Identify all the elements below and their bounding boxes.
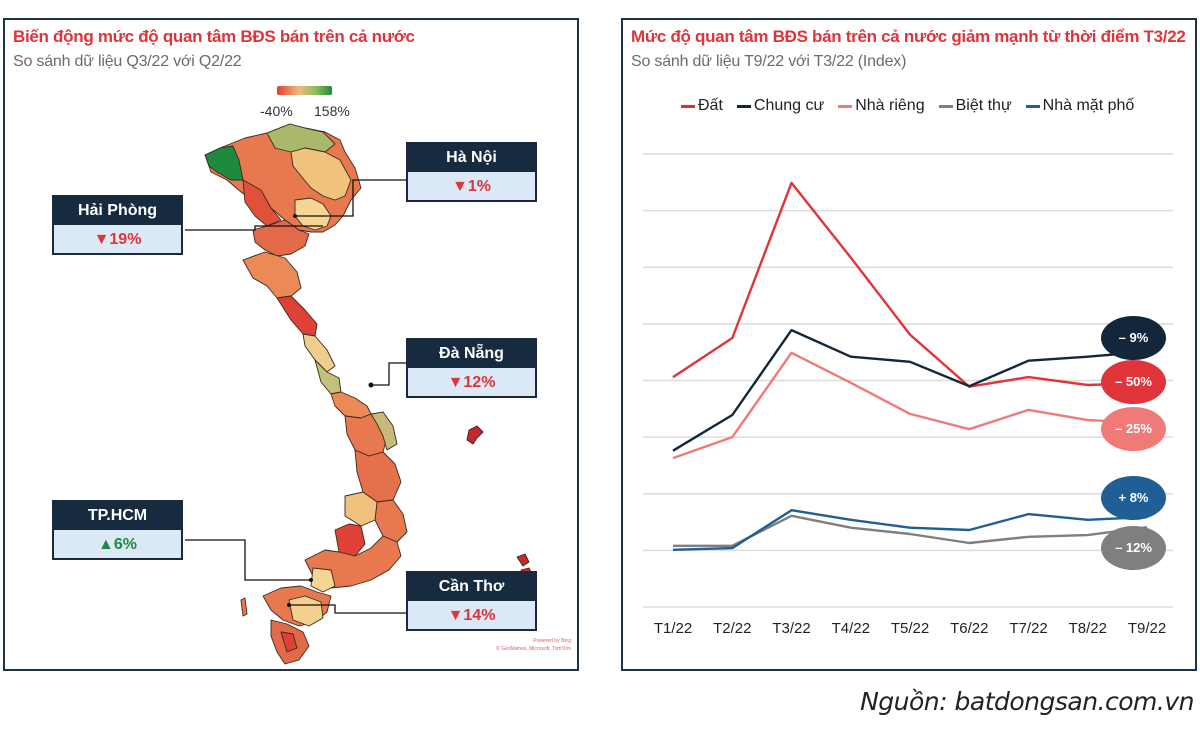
x-tick-label: T9/22 — [1127, 620, 1167, 637]
legend-swatch — [736, 104, 751, 108]
legend-item-nhamatpho: Nhà mặt phố — [1025, 97, 1135, 115]
x-tick-label: T2/22 — [713, 620, 752, 637]
legend-swatch — [681, 104, 695, 108]
x-tick-label: T7/22 — [1009, 620, 1048, 637]
map-region-mekong-light — [288, 595, 324, 627]
series-line-4 — [672, 509, 1148, 551]
end-label-bubble: – 50% — [1101, 360, 1166, 404]
legend-label: Nhà mặt phố — [1042, 97, 1135, 114]
color-scale-bar — [277, 86, 332, 95]
x-tick-label: T4/22 — [831, 620, 870, 637]
chart-subtitle: So sánh dữ liệu T9/22 với T3/22 (Index) — [631, 53, 907, 70]
scale-min-label: -40% — [260, 103, 293, 119]
map-region-north-red — [242, 179, 282, 227]
map-region-thanhhoa — [252, 219, 310, 257]
callout-haiphong: Hải Phòng ▼19% — [52, 195, 183, 255]
map-island-phuquoc — [240, 597, 248, 617]
map-region-central-3 — [374, 499, 408, 543]
cantho-marker — [287, 603, 291, 607]
legend-swatch — [1025, 104, 1040, 108]
hcm-leader-line — [185, 539, 311, 581]
end-label-bubble: – 9% — [1101, 316, 1166, 360]
series-line-1 — [672, 328, 1148, 452]
end-label-bubble: – 25% — [1101, 407, 1166, 451]
map-region-north-light — [290, 147, 352, 201]
haiphong-leader-line — [185, 225, 323, 231]
end-label-bubble: + 8% — [1101, 476, 1166, 520]
danang-leader-line — [373, 362, 409, 386]
callout-city: TP.HCM — [54, 502, 181, 530]
x-tick-label: T6/22 — [950, 620, 989, 637]
map-region-central-1 — [344, 413, 388, 457]
callout-danang: Đà Nẵng ▼12% — [406, 338, 537, 398]
legend-item-chungcu: Chung cư — [736, 97, 825, 115]
legend-label: Chung cư — [753, 97, 825, 114]
x-tick-label: T3/22 — [772, 620, 811, 637]
map-region-delta — [294, 197, 332, 231]
hanoi-marker — [293, 214, 297, 218]
legend-item-dat: Đất — [681, 97, 723, 115]
legend-item-bietthu: Biệt thự — [938, 97, 1012, 115]
chart-title: Mức độ quan tâm BĐS bán trên cả nước giả… — [631, 27, 1186, 46]
legend-swatch — [938, 104, 953, 108]
map-region-danang — [330, 391, 372, 419]
legend-label: Đất — [698, 97, 723, 114]
hcm-marker — [309, 578, 313, 582]
callout-city: Đà Nẵng — [408, 340, 535, 368]
vietnam-map — [185, 123, 534, 665]
map-attribution-bing: Powered by Bing — [533, 638, 571, 644]
callout-cantho: Cần Thơ ▼14% — [406, 571, 537, 631]
chart-legend: Đất Chung cư Nhà riêng Biệt thự Nhà mặt … — [681, 97, 1134, 115]
callout-change: ▼19% — [93, 231, 142, 248]
source-credit: Nguồn: batdongsan.com.vn — [860, 687, 1194, 716]
x-tick-label: T1/22 — [653, 620, 693, 637]
callout-change: ▼12% — [447, 374, 496, 391]
legend-swatch — [838, 104, 853, 108]
end-label-bubble: – 12% — [1101, 526, 1166, 570]
x-tick-label: T5/22 — [890, 620, 930, 637]
series-line-0 — [672, 181, 1148, 388]
map-region-camau-red — [280, 631, 298, 653]
map-region-quangbinh — [302, 333, 336, 373]
cantho-leader-line — [289, 604, 409, 614]
map-subtitle: So sánh dữ liệu Q3/22 với Q2/22 — [13, 53, 242, 70]
chart-panel: Mức độ quan tâm BĐS bán trên cả nước giả… — [621, 18, 1197, 671]
map-region-central-olive — [370, 411, 398, 451]
x-tick-label: T8/22 — [1068, 620, 1107, 637]
callout-change: ▼14% — [447, 607, 496, 624]
danang-marker — [368, 382, 374, 388]
map-region-hcm — [310, 567, 336, 593]
map-region-central-red — [334, 523, 366, 557]
series-lines — [672, 181, 1148, 551]
line-chart-plot — [643, 153, 1173, 608]
callout-city: Cần Thơ — [408, 573, 535, 601]
hanoi-leader-line — [295, 179, 409, 217]
map-region-central-2 — [354, 449, 402, 503]
callout-city: Hà Nội — [408, 144, 535, 172]
callout-change: ▲6% — [98, 536, 137, 553]
map-region-nghean — [242, 251, 302, 299]
map-title: Biến động mức độ quan tâm BĐS bán trên c… — [13, 27, 415, 46]
gridlines — [643, 153, 1173, 608]
legend-label: Nhà riêng — [855, 97, 925, 114]
map-region-central-light — [344, 491, 378, 527]
callout-change: ▼1% — [452, 178, 491, 195]
legend-item-nharieng: Nhà riêng — [838, 97, 925, 115]
map-panel: Biến động mức độ quan tâm BĐS bán trên c… — [3, 18, 579, 671]
map-island-paracel — [466, 425, 484, 445]
map-region-north-olive — [266, 123, 336, 153]
callout-hcm: TP.HCM ▲6% — [52, 500, 183, 560]
map-region-hatinh — [276, 295, 318, 337]
callout-hanoi: Hà Nội ▼1% — [406, 142, 537, 202]
scale-max-label: 158% — [314, 103, 350, 119]
map-attribution-data: © GeoNames, Microsoft, TomTom — [496, 646, 571, 652]
series-line-2 — [672, 351, 1148, 460]
legend-label: Biệt thự — [955, 97, 1012, 114]
callout-city: Hải Phòng — [54, 197, 181, 225]
